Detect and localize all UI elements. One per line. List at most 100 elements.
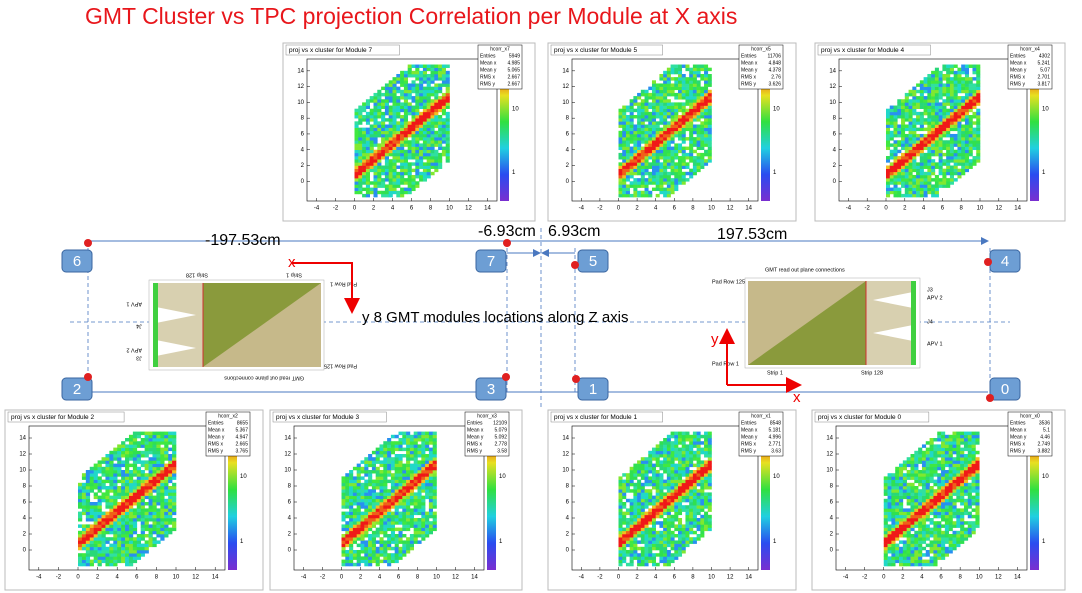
heat-cell bbox=[360, 537, 365, 541]
heat-cell bbox=[368, 502, 373, 506]
heat-cell bbox=[403, 86, 408, 91]
y-tick-label: 8 bbox=[833, 116, 837, 122]
heat-cell bbox=[400, 193, 405, 198]
heat-cell bbox=[912, 124, 917, 128]
heat-cell bbox=[441, 111, 446, 116]
heat-cell bbox=[674, 86, 679, 91]
heat-cell bbox=[144, 460, 149, 464]
heat-cell bbox=[373, 193, 378, 198]
heat-cell bbox=[904, 105, 909, 109]
heat-cell bbox=[384, 156, 389, 160]
heat-cell bbox=[949, 149, 954, 154]
heat-cell bbox=[364, 463, 369, 468]
heat-cell bbox=[403, 108, 408, 113]
heat-cell bbox=[904, 149, 909, 154]
heat-cell bbox=[648, 502, 653, 506]
heat-cell bbox=[132, 559, 138, 564]
heat-cell bbox=[341, 559, 346, 564]
heat-cell bbox=[365, 102, 370, 106]
heat-cell bbox=[633, 540, 638, 544]
y-tick-label: 6 bbox=[301, 132, 305, 138]
heat-cell bbox=[164, 492, 169, 496]
heat-cell bbox=[425, 441, 430, 445]
heat-cell bbox=[949, 168, 954, 173]
heat-cell bbox=[364, 498, 369, 503]
heat-cell bbox=[949, 133, 954, 138]
heat-cell bbox=[383, 556, 388, 560]
heat-cell bbox=[152, 476, 157, 480]
heat-cell bbox=[968, 140, 973, 144]
heat-cell bbox=[388, 92, 393, 97]
heat-cell bbox=[387, 543, 392, 548]
heat-cell bbox=[132, 511, 138, 516]
heat-cell bbox=[394, 454, 399, 458]
heat-cell bbox=[648, 498, 653, 503]
heat-cell bbox=[354, 127, 359, 132]
heat-cell bbox=[681, 118, 686, 122]
heat-cell bbox=[644, 108, 649, 113]
heat-cell bbox=[663, 546, 668, 551]
heat-cell bbox=[400, 73, 405, 78]
heat-cell bbox=[381, 184, 386, 188]
heat-cell bbox=[396, 115, 401, 119]
heat-cell bbox=[419, 156, 424, 160]
heat-cell bbox=[666, 174, 671, 179]
heat-cell bbox=[93, 463, 98, 468]
heat-cell bbox=[375, 556, 380, 560]
heat-cell bbox=[931, 124, 936, 128]
heat-cell bbox=[93, 534, 98, 538]
heat-cell bbox=[132, 543, 138, 548]
heat-cell bbox=[392, 143, 397, 147]
heat-cell bbox=[352, 537, 357, 541]
heat-cell bbox=[644, 130, 649, 135]
heat-cell bbox=[388, 190, 393, 195]
heat-cell bbox=[640, 537, 645, 541]
heat-cell bbox=[398, 473, 403, 477]
heat-cell bbox=[670, 115, 675, 119]
heat-cell bbox=[704, 121, 709, 125]
heat-cell bbox=[681, 121, 686, 125]
heat-cell bbox=[700, 479, 705, 484]
heat-cell bbox=[358, 140, 363, 144]
heat-cell bbox=[637, 502, 642, 506]
y-tick-label: 10 bbox=[19, 468, 26, 474]
heat-cell bbox=[390, 518, 395, 522]
heat-cell bbox=[441, 118, 446, 122]
heat-cell bbox=[685, 489, 690, 493]
heat-cell bbox=[373, 140, 378, 144]
heat-cell bbox=[964, 118, 970, 122]
heat-cell bbox=[904, 92, 909, 97]
heat-cell bbox=[379, 479, 384, 484]
heat-cell bbox=[957, 149, 962, 154]
heat-cell bbox=[354, 181, 359, 185]
heat-cell bbox=[105, 460, 110, 464]
heat-cell bbox=[406, 434, 411, 439]
heat-cell bbox=[674, 498, 679, 503]
stats-label: Mean x bbox=[741, 60, 758, 66]
heat-cell bbox=[663, 556, 668, 560]
heat-cell bbox=[640, 156, 645, 160]
heat-cell bbox=[659, 111, 664, 116]
heat-cell bbox=[938, 178, 943, 182]
heat-cell bbox=[445, 149, 450, 154]
heat-cell bbox=[392, 102, 397, 106]
heat-cell bbox=[707, 92, 712, 97]
heat-cell bbox=[678, 457, 683, 461]
heat-cell bbox=[670, 89, 675, 94]
heat-cell bbox=[685, 530, 690, 535]
heat-cell bbox=[622, 492, 627, 496]
heat-cell bbox=[681, 530, 686, 535]
heat-cell bbox=[421, 502, 426, 506]
heat-cell bbox=[666, 70, 671, 75]
heat-cell bbox=[666, 502, 671, 506]
heat-cell bbox=[381, 133, 386, 138]
heat-cell bbox=[406, 460, 411, 464]
heat-cell bbox=[904, 127, 909, 132]
heat-cell bbox=[938, 102, 943, 106]
heat-cell bbox=[407, 121, 412, 125]
heat-cell bbox=[360, 502, 365, 506]
heat-cell bbox=[685, 118, 690, 122]
heat-cell bbox=[953, 137, 958, 141]
heat-cell bbox=[957, 102, 962, 106]
heat-cell bbox=[81, 502, 87, 506]
